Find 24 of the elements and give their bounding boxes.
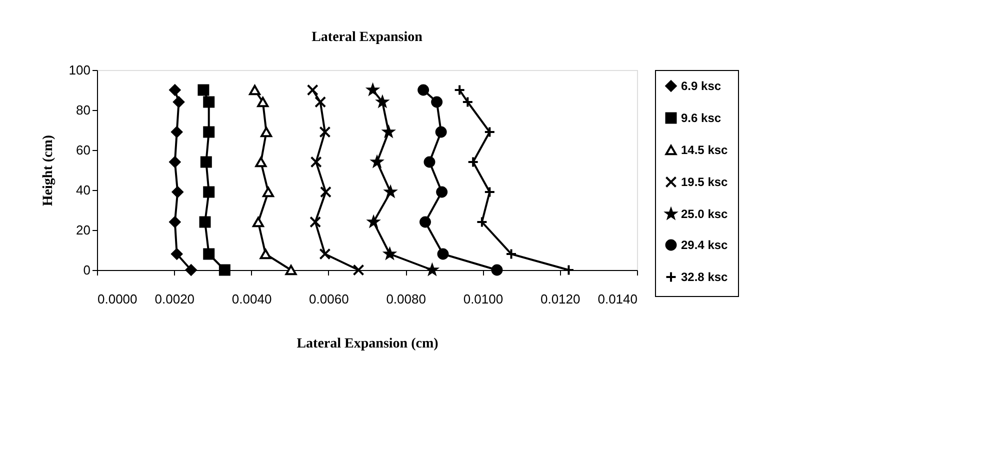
x-tick-label: 0.0140 — [598, 292, 638, 306]
chart-title: Lateral Expansion — [312, 30, 423, 45]
y-tick-label: 80 — [76, 102, 90, 118]
x-tick-label: 0.0040 — [232, 292, 272, 306]
x-tick-label: 0.0100 — [463, 292, 504, 306]
legend-label: 9.6 ksc — [681, 111, 722, 125]
y-axis-title: Height (cm) — [40, 134, 56, 206]
x-tick-label: 0.0080 — [386, 292, 426, 306]
x-tick-label: 0.0120 — [540, 292, 580, 306]
x-tick-label: 0.0020 — [154, 292, 195, 306]
y-tick-label: 20 — [76, 222, 90, 238]
legend-label: 14.5 ksc — [681, 143, 728, 157]
legend-label: 25.0 ksc — [681, 207, 728, 221]
y-tick-label: 0 — [83, 262, 90, 278]
y-tick-label: 60 — [76, 142, 90, 158]
x-tick-label: 0.0000 — [98, 292, 138, 306]
legend-label: 32.8 ksc — [681, 270, 728, 284]
x-tick-label: 0.0060 — [309, 292, 349, 306]
x-axis-title: Lateral Expansion (cm) — [296, 336, 439, 352]
y-tick-label: 100 — [68, 62, 90, 78]
legend-label: 19.5 ksc — [681, 175, 728, 189]
y-tick-label: 40 — [76, 182, 90, 198]
legend-label: 29.4 ksc — [681, 238, 728, 252]
legend-label: 6.9 ksc — [681, 79, 722, 93]
